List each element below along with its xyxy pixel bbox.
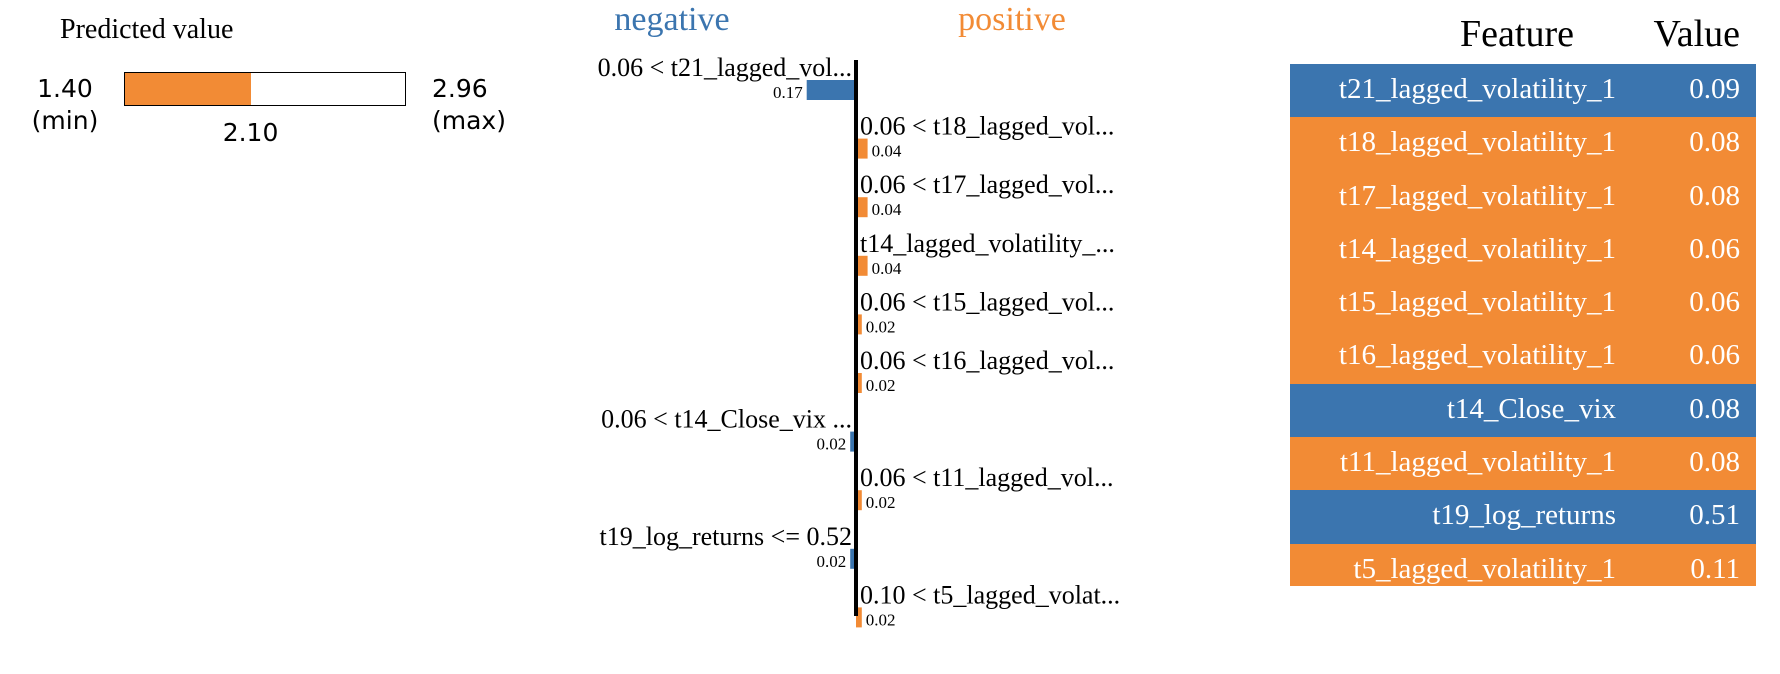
feature-name: t11_lagged_volatility_1 — [1340, 446, 1616, 479]
feature-column-header: Feature — [1460, 13, 1574, 55]
bars-layer: 0.06 < t21_lagged_vol...0.17 0.06 < t18_l… — [598, 53, 1121, 629]
table-row: t19_log_returns 0.51 — [1290, 490, 1756, 544]
positive-bar — [856, 255, 868, 276]
positive-bar — [856, 314, 862, 335]
bar-value-label: 0.04 — [872, 200, 902, 219]
negative-bar — [850, 431, 856, 452]
table-row: t15_lagged_volatility_1 0.06 — [1290, 277, 1756, 331]
bar-value-label: 0.02 — [816, 552, 846, 571]
min-value: 1.40 — [37, 74, 93, 103]
bar-label: 0.06 < t21_lagged_vol... — [598, 53, 852, 82]
predicted-value-number: 2.10 — [222, 118, 279, 147]
table-row: t17_lagged_volatility_1 0.08 — [1290, 170, 1756, 224]
bar-label: 0.06 < t11_lagged_vol... — [860, 463, 1113, 492]
feature-value: 0.08 — [1689, 179, 1740, 212]
negative-bar — [850, 548, 856, 569]
feature-value: 0.08 — [1689, 126, 1740, 159]
bar-label: 0.06 < t15_lagged_vol... — [860, 287, 1114, 316]
feature-value: 0.09 — [1689, 73, 1740, 105]
min-label: (min) — [31, 106, 99, 135]
bar-value-label: 0.02 — [866, 493, 896, 512]
feature-value: 0.06 — [1689, 286, 1740, 319]
bar-label: t14_lagged_volatility_... — [860, 229, 1115, 258]
bar-value-label: 0.02 — [866, 376, 896, 395]
feature-name: t5_lagged_volatility_1 — [1353, 552, 1616, 585]
feature-name: t21_lagged_volatility_1 — [1338, 73, 1616, 105]
positive-bar — [856, 607, 862, 628]
feature-value: 0.08 — [1689, 392, 1740, 425]
feature-value: 0.11 — [1690, 552, 1740, 585]
predicted-value-fill — [125, 73, 251, 105]
feature-value: 0.08 — [1689, 446, 1740, 479]
value-column-header: Value — [1653, 13, 1740, 55]
predicted-value-bar — [124, 72, 406, 106]
positive-bar — [856, 373, 862, 393]
bar-value-label: 0.17 — [773, 83, 803, 102]
negative-header: negative — [614, 1, 729, 38]
positive-bar — [856, 490, 862, 511]
table-row: t18_lagged_volatility_1 0.08 — [1290, 117, 1756, 171]
bar-value-label: 0.04 — [872, 142, 902, 161]
table-row: t16_lagged_volatility_1 0.06 — [1290, 330, 1756, 384]
predicted-value-panel: Predicted value 1.40 (min) 2.10 2.96 (ma… — [0, 0, 540, 160]
feature-value: 0.51 — [1689, 499, 1740, 532]
feature-name: t16_lagged_volatility_1 — [1338, 339, 1616, 372]
positive-bar — [856, 197, 868, 218]
contribution-chart: negative positive 0.06 < t21_lagged_vol.… — [598, 1, 1121, 629]
bar-label: 0.10 < t5_lagged_volat... — [860, 580, 1120, 609]
feature-name: t18_lagged_volatility_1 — [1338, 126, 1616, 159]
feature-name: t14_lagged_volatility_1 — [1338, 232, 1616, 265]
bar-label: 0.06 < t16_lagged_vol... — [860, 346, 1114, 375]
negative-bar — [806, 80, 856, 100]
bar-label: t19_log_returns <= 0.52 — [600, 522, 852, 551]
predicted-value-title: Predicted value — [60, 14, 234, 45]
table-body: t21_lagged_volatility_1 0.09 t18_lagged_vo… — [1290, 64, 1756, 586]
bar-label: 0.06 < t17_lagged_vol... — [860, 170, 1114, 199]
max-label: (max) — [432, 106, 506, 135]
table-row: t5_lagged_volatility_1 0.11 — [1290, 543, 1756, 586]
table-row: t14_Close_vix 0.08 — [1290, 383, 1756, 438]
bar-value-label: 0.02 — [816, 435, 846, 454]
positive-bar — [856, 138, 868, 159]
table-row: t14_lagged_volatility_1 0.06 — [1290, 223, 1756, 278]
feature-value: 0.06 — [1689, 232, 1740, 265]
bar-value-label: 0.02 — [866, 317, 896, 336]
feature-name: t17_lagged_volatility_1 — [1338, 179, 1616, 212]
feature-name: t15_lagged_volatility_1 — [1338, 286, 1616, 319]
table-row: t21_lagged_volatility_1 0.09 — [1290, 64, 1756, 118]
feature-name: t14_Close_vix — [1446, 392, 1616, 425]
feature-name: t19_log_returns — [1432, 499, 1616, 532]
bar-value-label: 0.02 — [866, 610, 896, 629]
bar-label: 0.06 < t14_Close_vix ... — [601, 405, 852, 434]
bar-value-label: 0.04 — [872, 259, 902, 278]
max-value: 2.96 — [432, 74, 488, 103]
bar-label: 0.06 < t18_lagged_vol... — [860, 112, 1114, 141]
positive-header: positive — [958, 1, 1066, 38]
table-row: t11_lagged_volatility_1 0.08 — [1290, 437, 1756, 491]
feature-value: 0.06 — [1689, 339, 1740, 372]
